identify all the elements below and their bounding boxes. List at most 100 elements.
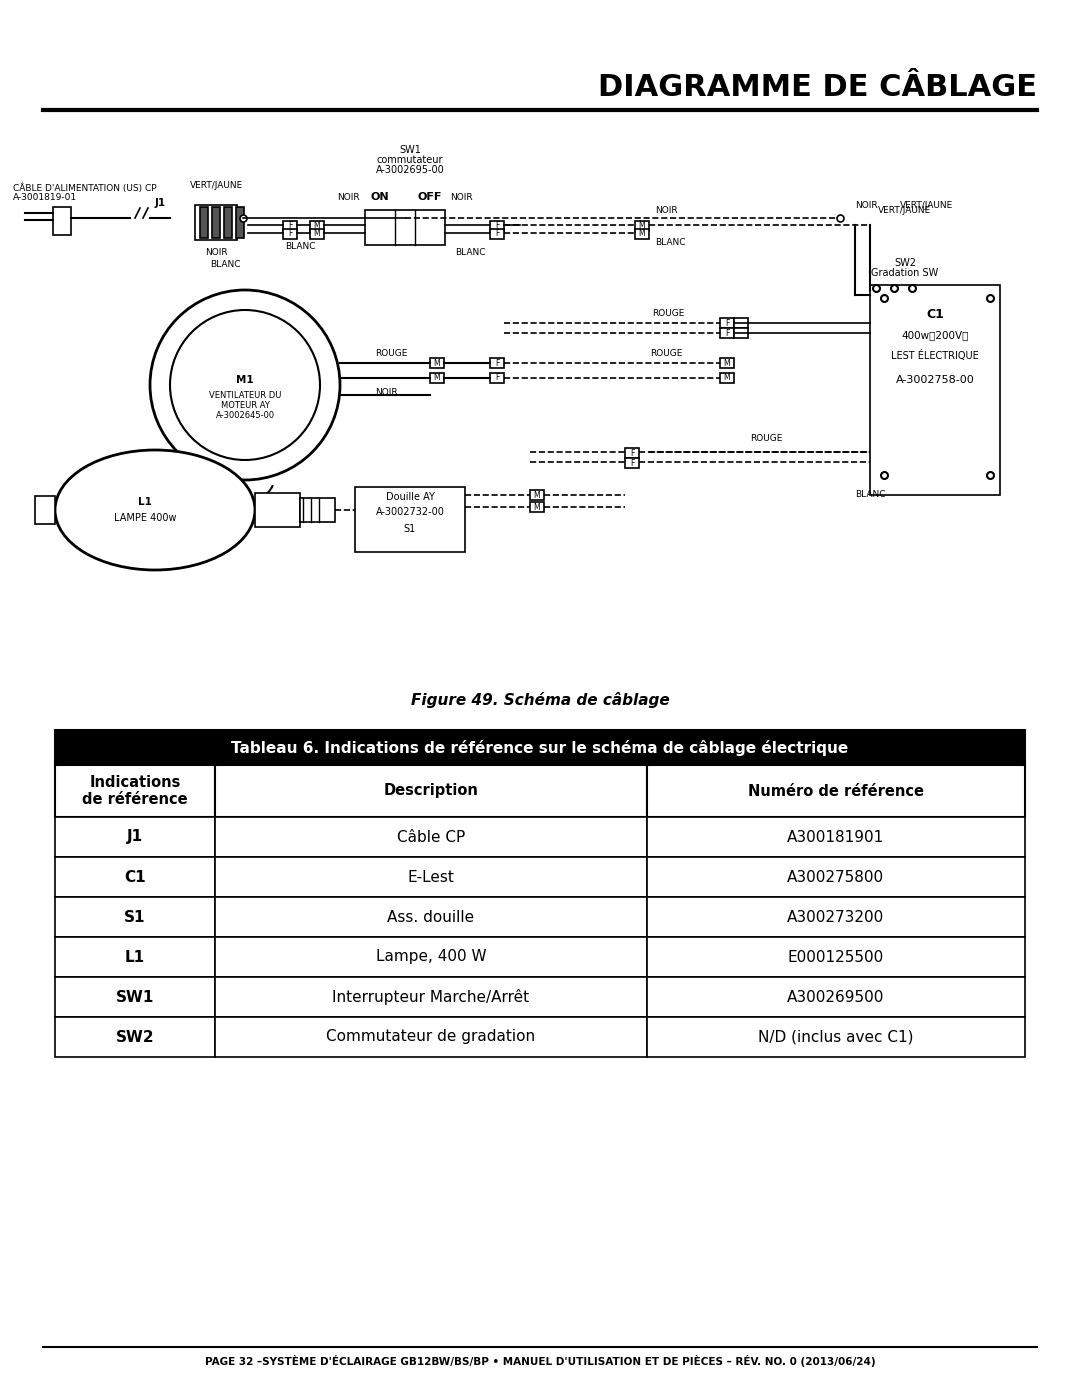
Text: BLANC: BLANC [854, 490, 886, 499]
Text: ROUGE: ROUGE [375, 349, 407, 358]
Text: LEST ÉLECTRIQUE: LEST ÉLECTRIQUE [891, 349, 978, 360]
Text: ROUGE: ROUGE [650, 349, 683, 358]
Text: Ass. douille: Ass. douille [388, 909, 474, 925]
Text: F: F [725, 319, 729, 327]
Bar [35, 496, 55, 524]
Text: M: M [313, 229, 321, 239]
Text: MOTEUR AY: MOTEUR AY [220, 401, 269, 409]
Bar [490, 221, 504, 231]
Bar [215, 856, 647, 897]
Bar [53, 207, 71, 235]
Bar [300, 497, 335, 522]
Bar [720, 358, 734, 367]
Bar [215, 766, 647, 817]
Bar [720, 319, 734, 328]
Text: C1: C1 [926, 309, 944, 321]
Bar [55, 731, 1025, 766]
Text: S1: S1 [124, 909, 146, 925]
Bar [55, 937, 215, 977]
Text: DIAGRAMME DE CÂBLAGE: DIAGRAMME DE CÂBLAGE [598, 73, 1037, 102]
Bar [55, 1017, 215, 1058]
Text: E000125500: E000125500 [787, 950, 883, 964]
Bar [647, 766, 1025, 817]
Text: VENTILATEUR DU: VENTILATEUR DU [208, 391, 281, 400]
Text: M: M [724, 359, 730, 367]
Bar [647, 817, 1025, 856]
Bar [490, 373, 504, 383]
Text: S1: S1 [404, 524, 416, 534]
Text: NOIR: NOIR [654, 205, 677, 215]
Text: M: M [534, 503, 540, 511]
Text: Douille AY: Douille AY [386, 492, 434, 502]
Text: M1: M1 [237, 374, 254, 386]
Bar [647, 1017, 1025, 1058]
Text: NOIR: NOIR [205, 249, 228, 257]
Text: F: F [630, 458, 634, 468]
Text: NOIR: NOIR [337, 193, 360, 203]
Text: M: M [724, 373, 730, 383]
Text: ROUGE: ROUGE [750, 434, 782, 443]
Bar [490, 358, 504, 367]
Text: E-Lest: E-Lest [407, 869, 455, 884]
Text: A300275800: A300275800 [787, 869, 885, 884]
Text: M: M [313, 222, 321, 231]
Bar [635, 229, 649, 239]
Text: A-3002695-00: A-3002695-00 [376, 165, 444, 175]
Text: SW2: SW2 [116, 1030, 154, 1045]
Bar [212, 207, 220, 237]
Text: LAMPE 400w: LAMPE 400w [113, 513, 176, 522]
Text: N/D (inclus avec C1): N/D (inclus avec C1) [758, 1030, 914, 1045]
Text: A-3002758-00: A-3002758-00 [895, 374, 974, 386]
Text: commutateur: commutateur [377, 155, 443, 165]
Text: NOIR: NOIR [375, 388, 397, 397]
Bar [625, 458, 639, 468]
Bar [430, 373, 444, 383]
Bar [55, 856, 215, 897]
Bar [647, 897, 1025, 937]
Bar [55, 766, 215, 817]
Bar [310, 229, 324, 239]
Text: BLANC: BLANC [210, 260, 241, 270]
Text: Lampe, 400 W: Lampe, 400 W [376, 950, 486, 964]
Text: A-3002645-00: A-3002645-00 [215, 411, 274, 419]
Text: Numéro de référence: Numéro de référence [747, 784, 923, 799]
Text: M: M [434, 359, 441, 367]
Text: Description: Description [383, 784, 478, 799]
Text: SW1: SW1 [116, 989, 154, 1004]
Text: BLANC: BLANC [285, 242, 315, 251]
Text: F: F [725, 328, 729, 338]
Text: 400w（200V）: 400w（200V） [902, 330, 969, 339]
Bar [283, 221, 297, 231]
Text: ON: ON [370, 191, 389, 203]
Text: F: F [287, 222, 293, 231]
Text: A-3001819-01: A-3001819-01 [13, 193, 77, 203]
Text: SW1: SW1 [400, 145, 421, 155]
Text: A-3002732-00: A-3002732-00 [376, 507, 445, 517]
Bar [55, 897, 215, 937]
Bar [530, 490, 544, 500]
Bar [215, 977, 647, 1017]
Bar [734, 328, 748, 338]
Text: L1: L1 [138, 497, 152, 507]
Text: BLANC: BLANC [455, 249, 485, 257]
Bar [215, 897, 647, 937]
Text: NOIR: NOIR [855, 201, 878, 210]
Circle shape [170, 310, 320, 460]
Bar [237, 207, 244, 237]
Bar [215, 817, 647, 856]
Text: Gradation SW: Gradation SW [872, 268, 939, 278]
Text: NOIR: NOIR [450, 193, 473, 203]
Bar [355, 488, 465, 552]
Text: SW2: SW2 [894, 258, 916, 268]
Bar [720, 328, 734, 338]
Bar [255, 493, 300, 527]
Text: VERT/JAUNE: VERT/JAUNE [190, 182, 244, 190]
Text: F: F [630, 448, 634, 457]
Text: Commutateur de gradation: Commutateur de gradation [326, 1030, 536, 1045]
Bar [530, 502, 544, 511]
Text: M: M [638, 222, 646, 231]
Bar [870, 285, 1000, 495]
Bar [430, 358, 444, 367]
Text: A300269500: A300269500 [787, 989, 885, 1004]
Bar [647, 937, 1025, 977]
